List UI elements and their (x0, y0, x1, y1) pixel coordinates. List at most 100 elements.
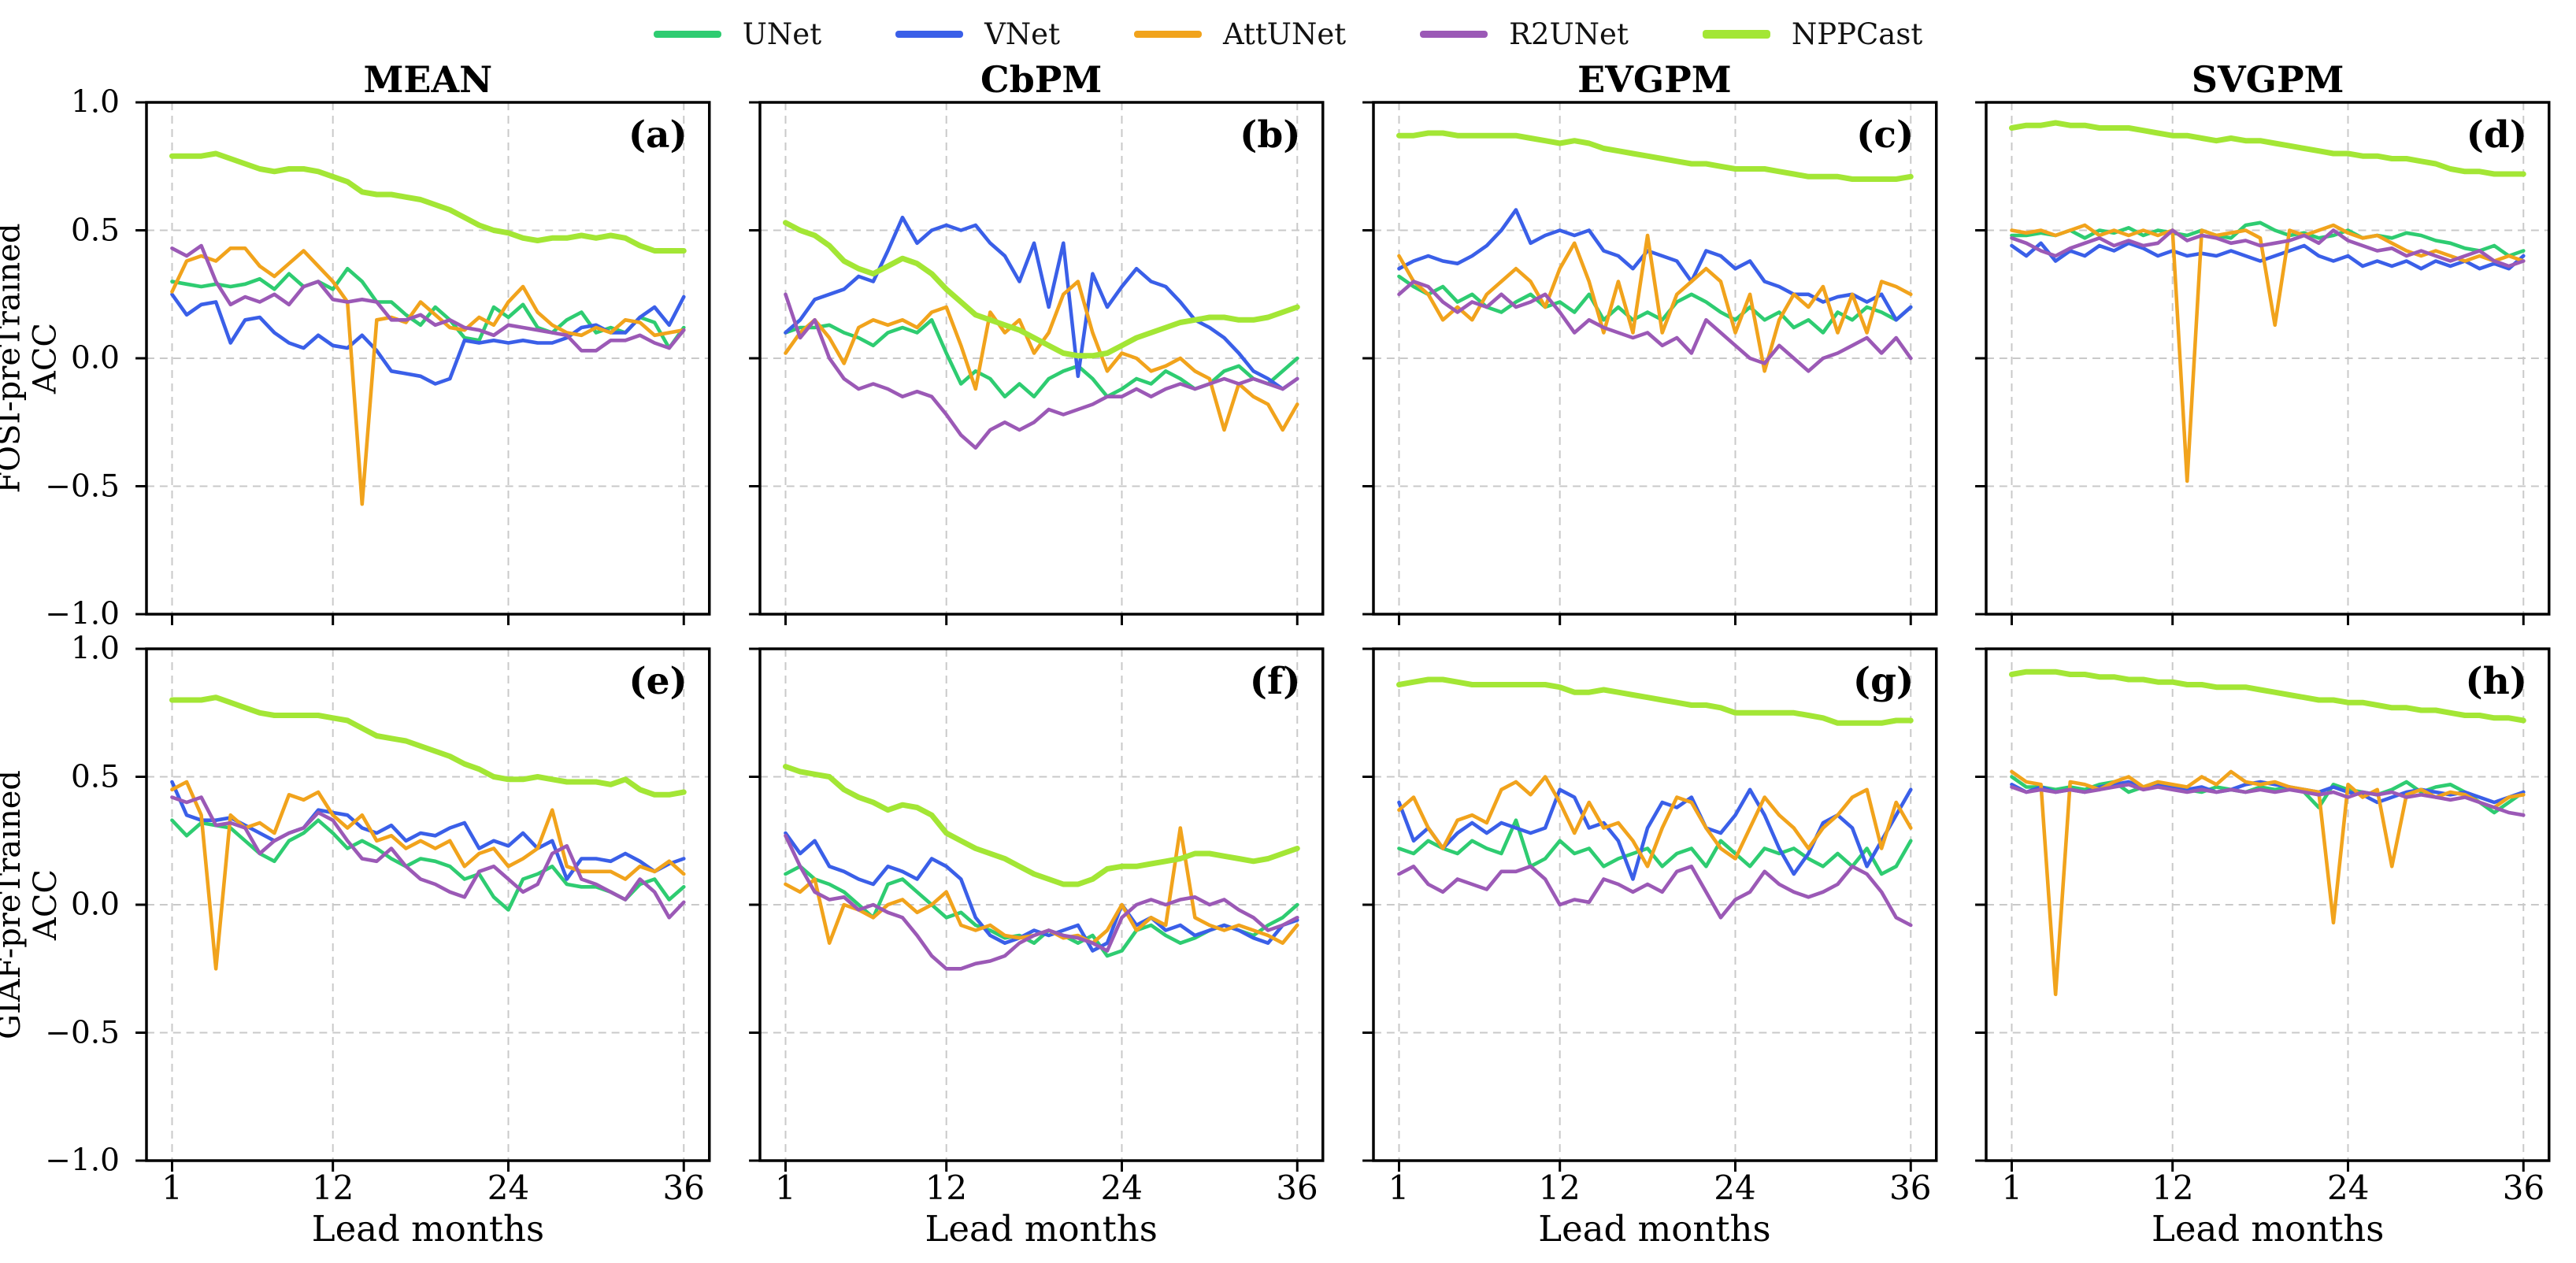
y-tick-label: 1.0 (70, 631, 120, 667)
legend-label: AttUNet (1222, 17, 1347, 51)
plot-border (1371, 101, 1937, 616)
plot-border (1985, 101, 2551, 616)
y-tick-labels: 1.0 0.5 0.0 −0.5 −1.0 (45, 632, 132, 1179)
series-line-unet (2010, 775, 2526, 815)
plot-area-h: (h) (1975, 647, 2551, 1172)
row-label-text: GIAF-preTrained ACC (0, 770, 64, 1039)
x-tick-label: 1 (2001, 1169, 2023, 1207)
y-tick-label: 0.5 (70, 213, 120, 248)
panel-letter-b: (b) (1240, 113, 1301, 157)
y-tick-label: 1.0 (70, 84, 120, 120)
x-tick-label: 36 (662, 1169, 705, 1207)
plot-area-c: (c) (1362, 101, 1937, 625)
panel-c: EVGPM (c) (1362, 58, 1937, 625)
plot-border (1985, 647, 2551, 1162)
series-line-r2unet (2010, 783, 2526, 817)
legend-line-swatch-attunet (1133, 30, 1202, 38)
panel-f: (f) 1 12 24 36 Lead months (748, 647, 1325, 1252)
series-line-nppcast (169, 150, 687, 254)
plot-border (1371, 647, 1937, 1162)
x-tick-labels: 1 12 24 36 (1986, 1161, 2549, 1207)
series-line-attunet (170, 780, 686, 971)
plot-g (1362, 647, 1937, 1172)
series-line-r2unet (170, 243, 686, 353)
panel-b: CbPM (b) (748, 58, 1325, 625)
series-line-r2unet (783, 292, 1299, 450)
plot-area-b: (b) (748, 101, 1325, 625)
y-tick-label: 0.0 (70, 340, 120, 376)
x-tick-labels: 1 12 24 36 (146, 1161, 710, 1207)
panel-letter-h: (h) (2465, 660, 2527, 703)
row-label-fosi: FOSI-preTrained ACC (0, 102, 64, 614)
series-line-r2unet (1396, 280, 1913, 373)
x-tick-label: 24 (487, 1169, 530, 1207)
x-tick-label: 1 (161, 1169, 183, 1207)
pretrain-label: FOSI-preTrained (0, 223, 28, 494)
panel-h: (h) 1 12 24 36 Lead months (1975, 647, 2551, 1252)
plot-area-a: (a) 1.0 0.5 0.0 −0.5 −1.0 FOSI-preTrained ACC (0, 85, 711, 632)
panel-letter-d: (d) (2466, 113, 2527, 157)
plot-border (758, 101, 1325, 616)
y-tick-label: −1.0 (45, 596, 120, 632)
series-line-nppcast (782, 220, 1300, 359)
panel-d: SVGPM (d) (1975, 60, 2551, 625)
plot-border (145, 101, 711, 616)
plot-border (145, 647, 711, 1162)
plot-c (1362, 101, 1937, 625)
series-line-nppcast (2009, 669, 2527, 724)
y-axis-label: ACC (28, 869, 64, 941)
y-tick-label: −0.5 (45, 1015, 120, 1050)
x-tick-label: 24 (2326, 1169, 2370, 1207)
x-axis-label: Lead months (1538, 1208, 1771, 1250)
series-line-r2unet (170, 795, 686, 920)
plot-d (1975, 101, 2551, 625)
legend-item-attunet: AttUNet (1133, 17, 1347, 51)
panel-e: (e) 1.0 0.5 0.0 −0.5 −1.0 GIAF-preTrained ACC 1 1… (0, 632, 711, 1252)
series-line-attunet (2010, 769, 2526, 997)
series-line-unet (170, 266, 686, 350)
plot-area-e: (e) 1.0 0.5 0.0 −0.5 −1.0 GIAF-preTrained ACC (0, 632, 711, 1179)
panel-a: MEAN (a) 1.0 0.5 0.0 −0.5 −1.0 FOSI-preTrained A… (0, 60, 711, 632)
panel-letter-g: (g) (1852, 660, 1914, 703)
y-tick-label: 0.5 (70, 759, 120, 794)
y-tick-label: −1.0 (45, 1143, 120, 1179)
plot-area-g: (g) (1362, 647, 1937, 1172)
x-tick-label: 1 (1388, 1169, 1410, 1207)
series-line-nppcast (782, 764, 1300, 887)
x-tick-label: 12 (2152, 1169, 2194, 1207)
plot-border (758, 647, 1325, 1162)
panel-title-cbpm: CbPM (980, 58, 1103, 101)
series-line-attunet (170, 246, 686, 506)
y-tick-label: 0.0 (70, 887, 120, 923)
legend-line-swatch-vnet (895, 30, 964, 38)
series-line-vnet (1396, 208, 1913, 322)
row-giaf-pretrained: (e) 1.0 0.5 0.0 −0.5 −1.0 GIAF-preTrained ACC 1 1… (0, 632, 2576, 1252)
series-line-vnet (170, 780, 686, 881)
panel-g: (g) 1 12 24 36 Lead months (1362, 647, 1937, 1252)
plot-a (135, 101, 711, 625)
panel-letter-c: (c) (1856, 113, 1914, 157)
legend-line-swatch-r2unet (1420, 30, 1488, 38)
plot-b (748, 101, 1325, 625)
legend-line-swatch-nppcast (1702, 29, 1770, 39)
panel-letter-f: (f) (1249, 660, 1301, 703)
series-line-attunet (783, 280, 1299, 432)
panel-grid: MEAN (a) 1.0 0.5 0.0 −0.5 −1.0 FOSI-preTrained A… (0, 60, 2576, 1252)
y-axis-label: ACC (28, 322, 64, 394)
legend-label: UNet (742, 17, 822, 51)
series-line-nppcast (1395, 130, 1914, 182)
legend: UNet VNet AttUNet R2UNet NPPCast (0, 0, 2576, 60)
row-label-giaf: GIAF-preTrained ACC (0, 649, 64, 1161)
series-line-attunet (1396, 233, 1913, 373)
legend-label: R2UNet (1509, 17, 1629, 51)
series-line-vnet (1396, 787, 1913, 881)
plot-f (748, 647, 1325, 1172)
series-line-attunet (1396, 775, 1913, 869)
series-line-r2unet (1396, 864, 1913, 928)
panel-title-evgpm: EVGPM (1577, 58, 1732, 101)
series-line-vnet (2010, 241, 2526, 271)
series-line-vnet (170, 292, 686, 386)
x-tick-label: 12 (1538, 1169, 1581, 1207)
plot-h (1975, 647, 2551, 1172)
